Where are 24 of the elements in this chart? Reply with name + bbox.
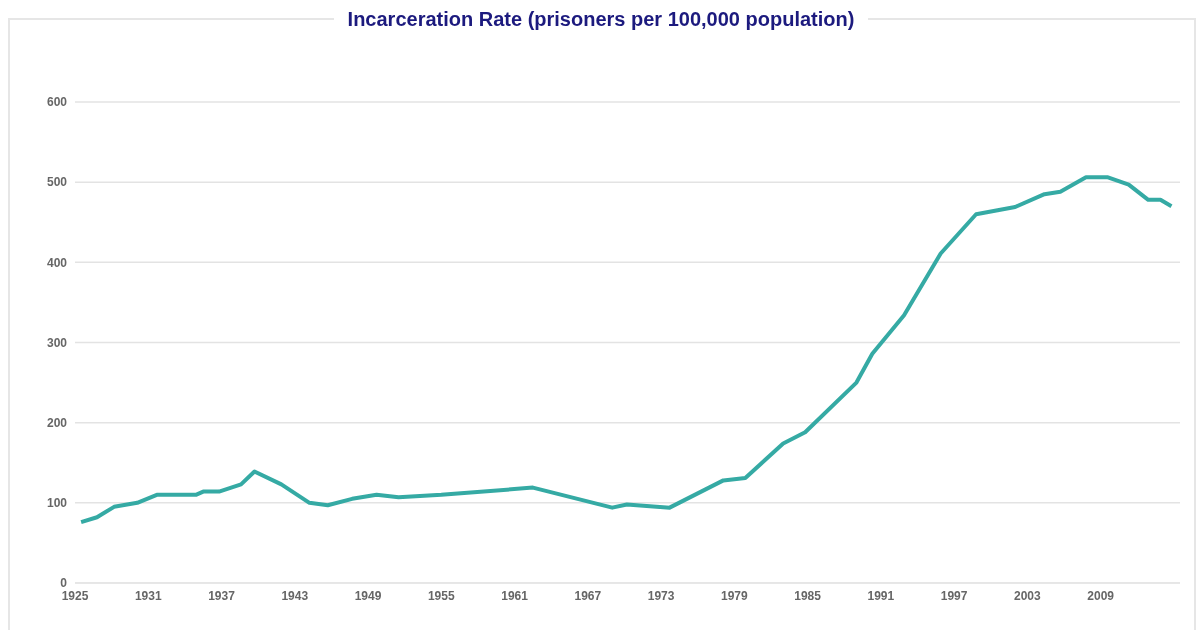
x-tick-label: 1949: [354, 588, 382, 603]
y-tick-label: 200: [46, 415, 68, 430]
x-tick-label: 1961: [501, 588, 529, 603]
line-series: [79, 175, 1174, 525]
x-tick-label: 1943: [281, 588, 309, 603]
x-tick-label: 1925: [61, 588, 89, 603]
x-tick-label: 1991: [867, 588, 895, 603]
x-tick-label: 1979: [720, 588, 749, 603]
x-tick-label: 2009: [1087, 588, 1115, 603]
x-tick-label: 1937: [208, 588, 236, 603]
x-tick-label: 1997: [940, 588, 968, 603]
x-tick-label: 2003: [1014, 588, 1042, 603]
y-tick-label: 100: [46, 496, 68, 511]
x-tick-label: 1967: [574, 588, 602, 603]
x-tick-label: 1985: [794, 588, 822, 603]
y-tick-label: 600: [46, 95, 68, 110]
y-tick-label: 500: [46, 175, 68, 190]
x-tick-label: 1973: [647, 588, 675, 603]
y-tick-label: 300: [46, 335, 68, 350]
y-tick-label: 0: [60, 576, 68, 591]
chart-title: Incarceration Rate (prisoners per 100,000 population): [333, 8, 869, 30]
y-tick-label: 400: [46, 255, 68, 270]
x-tick-label: 1955: [427, 588, 455, 603]
x-tick-label: 1931: [134, 588, 162, 603]
